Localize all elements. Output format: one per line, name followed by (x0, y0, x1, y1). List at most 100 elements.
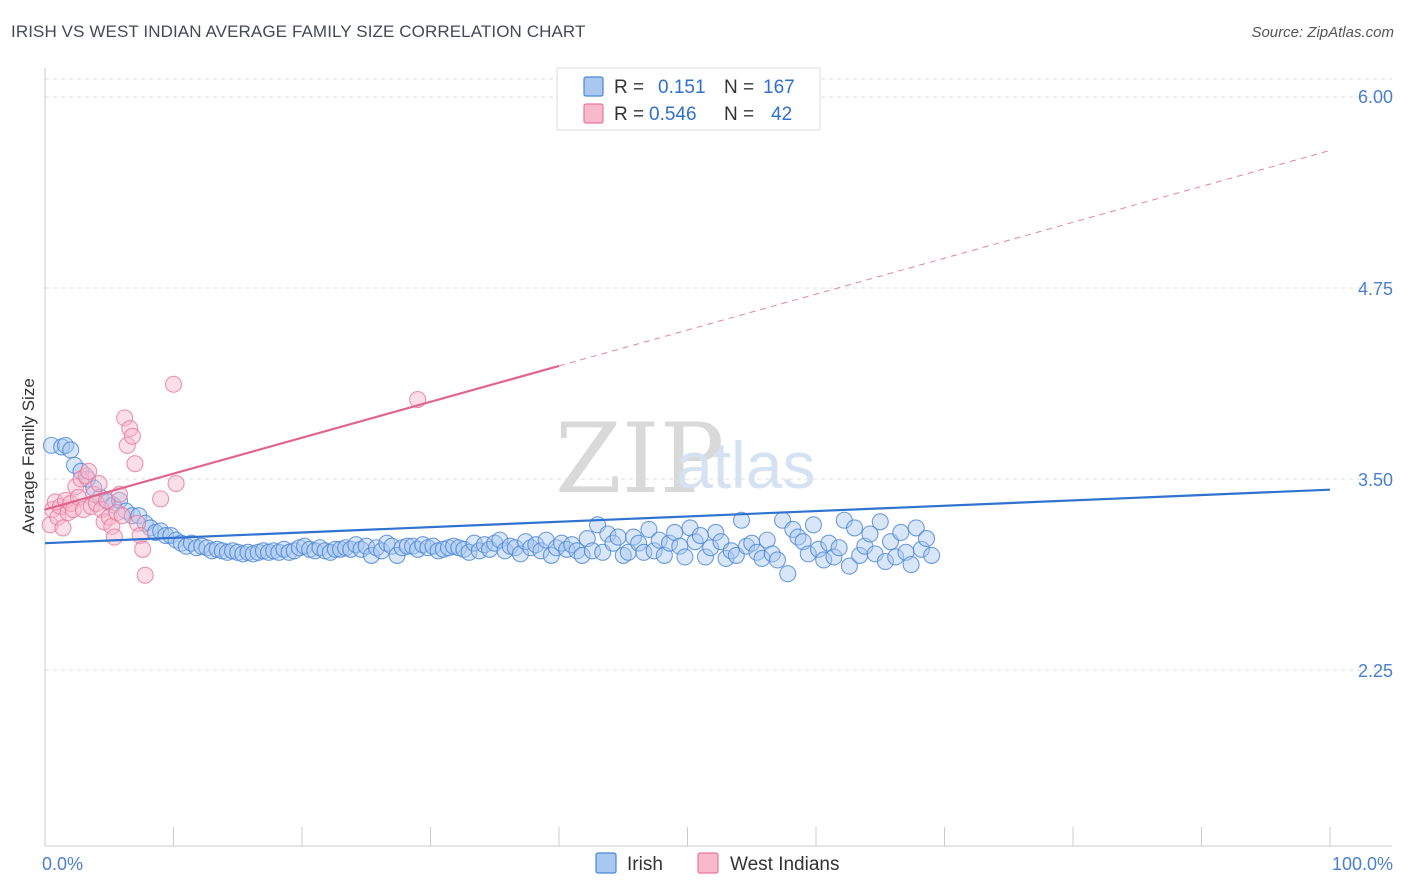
legend-label-irish: Irish (627, 854, 663, 875)
irish-point (378, 534, 396, 552)
legend-n-label: N = (724, 104, 754, 125)
trend-lines (44, 149, 1331, 545)
irish-point (57, 436, 75, 454)
legend-series: Irish West Indians (595, 852, 839, 875)
irish-point (830, 539, 848, 557)
irish-point (609, 528, 627, 546)
irish-point (804, 516, 822, 534)
source-credit: Source: ZipAtlas.com (1251, 24, 1394, 41)
irish-point (845, 519, 864, 537)
irish-point (702, 539, 720, 557)
west-indians-point (123, 427, 141, 445)
gridlines (45, 78, 1392, 671)
irish-point (887, 548, 905, 566)
watermark-zip: ZIP (555, 403, 724, 515)
legend-n-label: N = (724, 77, 754, 98)
x-tick-label-max: 100.0% (1332, 854, 1393, 874)
west-indians-point (108, 504, 126, 522)
irish-point (707, 523, 725, 542)
irish-point (696, 548, 715, 566)
legend-n-value: 42 (771, 104, 792, 125)
irish-point (732, 511, 751, 529)
irish-point (62, 441, 80, 459)
irish-point (599, 525, 617, 543)
irish-point (799, 545, 817, 563)
legend-n-value: 167 (763, 77, 795, 98)
legend-r-label: R = (614, 104, 644, 125)
y-axis-title: Average Family Size (19, 378, 38, 534)
west-indians-point (118, 436, 136, 454)
irish-point (917, 530, 936, 548)
legend-label-west-indians: West Indians (730, 854, 839, 875)
legend-swatch-irish (583, 76, 604, 97)
irish-point (172, 534, 190, 552)
irish-point (779, 565, 797, 583)
legend-r-value: 0.546 (649, 104, 697, 125)
irish-point (573, 546, 591, 564)
west-indians-point (90, 475, 108, 493)
irish-point (660, 534, 679, 552)
chart-title: IRISH VS WEST INDIAN AVERAGE FAMILY SIZE… (11, 22, 586, 41)
y-tick-label: 4.75 (1358, 279, 1393, 299)
irish-point (876, 552, 894, 571)
irish-point (825, 548, 843, 566)
x-tick-label-min: 0.0% (42, 854, 83, 874)
west-indians-point (113, 507, 131, 525)
watermark-atlas: atlas (676, 428, 815, 502)
irish-point (671, 537, 689, 555)
irish-point (645, 542, 663, 560)
legend-stats: R = 0.151 N = 167 R = 0.546 N = 42 (556, 67, 821, 131)
irish-point (630, 534, 648, 552)
west-indians-point (77, 467, 95, 485)
west-indians-point (136, 566, 154, 584)
west-indians-point (116, 409, 134, 427)
irish-point (182, 534, 201, 552)
series-irish-points (42, 436, 941, 583)
irish-point (66, 456, 84, 474)
irish-point (861, 525, 879, 543)
west-indians-point (49, 508, 67, 526)
irish-point (907, 519, 925, 537)
irish-point (321, 543, 339, 561)
irish-point (522, 539, 540, 557)
legend-r-value: 0.151 (658, 77, 706, 98)
irish-point (568, 542, 586, 560)
irish-point (640, 520, 658, 538)
west-indians-point (134, 540, 152, 558)
west-indians-point (54, 519, 72, 537)
irish-point (840, 557, 858, 575)
west-indians-point (80, 462, 98, 480)
irish-point (789, 528, 807, 546)
legend-swatch-west-indians (697, 852, 719, 874)
irish-point (614, 546, 632, 564)
legend-swatch-irish (595, 852, 617, 874)
irish-point (157, 526, 175, 545)
irish-point (650, 531, 668, 549)
legend-swatch-west-indians (583, 103, 604, 124)
west-indians-point (126, 455, 144, 473)
irish-point (676, 548, 694, 566)
west-indians-trend-extension (558, 149, 1331, 367)
legend-r-label: R = (614, 77, 644, 98)
irish-point (923, 546, 941, 564)
irish-point (491, 531, 509, 549)
irish-point (912, 540, 930, 558)
y-tick-label: 6.00 (1358, 87, 1393, 107)
irish-point (810, 540, 828, 558)
west-indians-point (164, 375, 183, 393)
y-tick-label: 2.25 (1358, 661, 1393, 681)
irish-point (871, 513, 889, 531)
west-indians-point (167, 475, 185, 493)
irish-point (722, 542, 740, 560)
west-indians-trend-line (44, 364, 560, 511)
irish-point (815, 551, 833, 569)
watermark: ZIP atlas (555, 403, 815, 515)
irish-point (768, 551, 787, 569)
irish-trend-line (44, 488, 1331, 545)
axes (44, 68, 1392, 847)
west-indians-point (152, 490, 170, 508)
west-indians-point (105, 528, 123, 546)
y-tick-label: 3.50 (1358, 470, 1393, 490)
irish-point (892, 523, 910, 542)
